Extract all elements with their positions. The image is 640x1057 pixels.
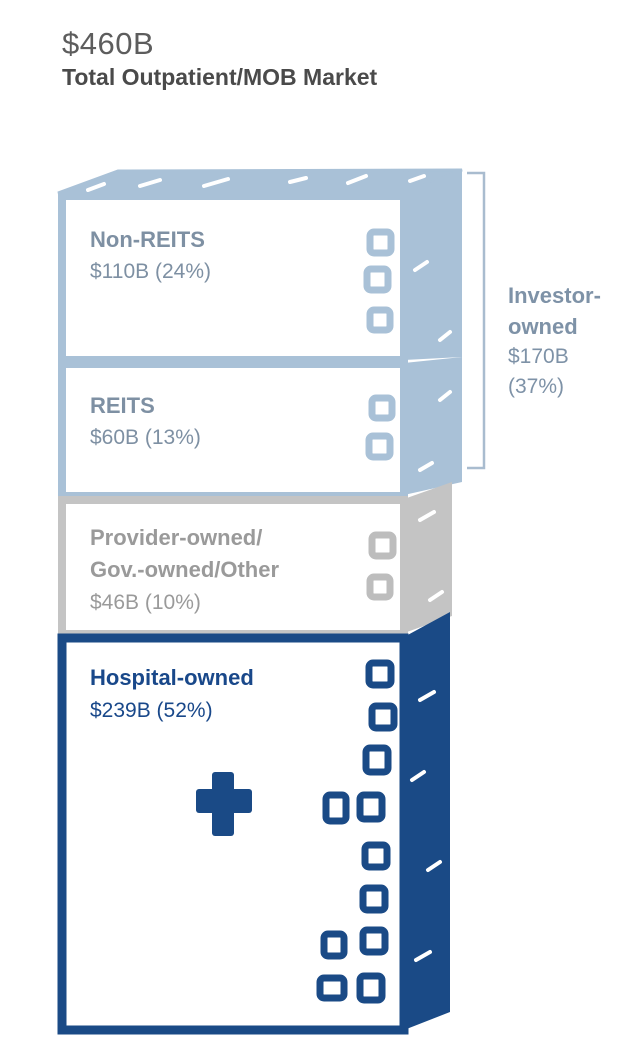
investor-bracket	[467, 171, 486, 470]
non-reits-name: Non-REITS	[90, 227, 205, 252]
reits-windows	[365, 394, 396, 461]
investor-owned-value: $170B (37%)	[508, 345, 569, 398]
investor-owned-name: Investor- owned	[508, 283, 601, 339]
reits-value: $60B (13%)	[90, 426, 201, 449]
provider-owned-side-marks	[418, 510, 444, 602]
hospital-cross-icon	[196, 772, 252, 836]
non-reits-side	[404, 170, 462, 360]
non-reits-side-marks	[413, 260, 452, 342]
non-reits-windows	[363, 228, 395, 334]
reits-face	[58, 360, 408, 500]
provider-owned-side	[404, 482, 452, 633]
roof-dash-marks	[86, 174, 426, 192]
building-roof	[57, 168, 463, 195]
reits-side-marks	[418, 390, 452, 472]
provider-owned-name: Provider-owned/ Gov.-owned/Other	[90, 525, 280, 582]
hospital-owned-value: $239B (52%)	[90, 699, 213, 722]
hospital-owned-name: Hospital-owned	[90, 665, 254, 690]
total-market-label: Total Outpatient/MOB Market	[62, 64, 378, 90]
total-market-value: $460B	[62, 26, 155, 61]
provider-owned-face	[58, 496, 408, 638]
reits-side	[404, 357, 462, 495]
hospital-owned-windows	[316, 659, 398, 1004]
non-reits-value: $110B (24%)	[90, 260, 212, 283]
hospital-owned-side	[404, 612, 450, 1030]
reits-name: REITS	[90, 393, 155, 418]
provider-owned-windows	[366, 531, 397, 601]
hospital-owned-side-marks	[410, 690, 442, 962]
provider-owned-value: $46B (10%)	[90, 591, 201, 614]
